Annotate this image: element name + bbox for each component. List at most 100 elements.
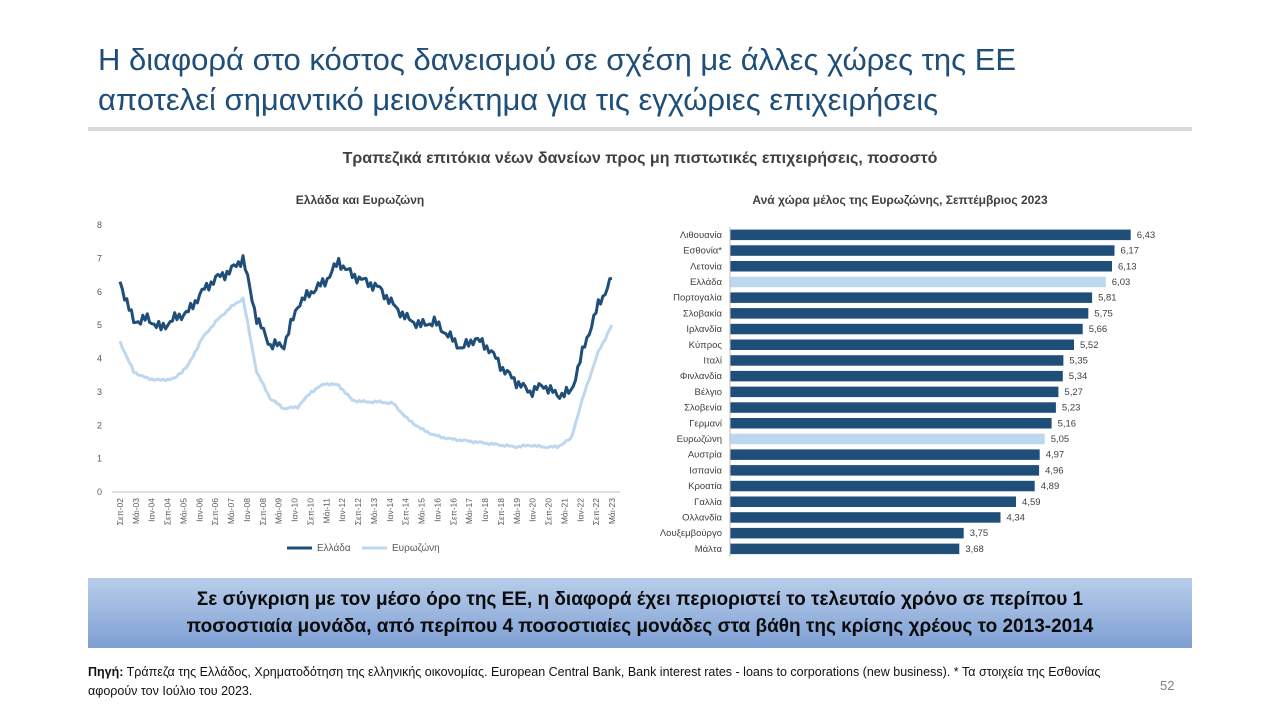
bar-category-label: Λετονία xyxy=(690,261,722,272)
bar-8 xyxy=(730,355,1064,366)
bar-category-label: Ιταλί xyxy=(703,355,722,366)
bar-10 xyxy=(730,386,1059,398)
line-chart-title: Ελλάδα και Ευρωζώνη xyxy=(295,193,425,207)
bar-value-label: 4,97 xyxy=(1046,450,1065,461)
x-tick-label: Μάι-15 xyxy=(417,498,427,524)
legend-label-greece: Ελλάδα xyxy=(317,542,351,554)
bar-category-label: Σλοβακία xyxy=(683,308,723,319)
bar-15 xyxy=(730,465,1040,476)
x-tick-label: Ιαν-20 xyxy=(528,498,538,522)
bar-5 xyxy=(730,308,1089,319)
bar-category-label: Ιρλανδία xyxy=(686,324,722,335)
x-tick-label: Μάι-07 xyxy=(226,498,236,524)
bar-category-label: Γερμανί xyxy=(689,418,723,429)
bar-category-label: Σλοβενία xyxy=(684,403,722,414)
x-tick-label: Σεπ-04 xyxy=(163,498,173,525)
bar-value-label: 5,66 xyxy=(1089,324,1108,335)
bar-category-label: Ελλάδα xyxy=(690,277,722,288)
x-tick-label: Σεπ-10 xyxy=(305,498,315,525)
bar-value-label: 6,03 xyxy=(1112,277,1131,288)
bar-value-label: 4,34 xyxy=(1006,512,1025,523)
bar-value-label: 5,34 xyxy=(1069,371,1088,382)
x-tick-label: Ιαν-16 xyxy=(432,498,442,522)
title-divider xyxy=(88,127,1192,131)
bar-12 xyxy=(730,418,1052,429)
x-tick-label: Σεπ-08 xyxy=(258,498,268,525)
x-tick-label: Ιαν-22 xyxy=(575,498,585,522)
x-tick-label: Μάι-09 xyxy=(274,498,284,524)
x-tick-label: Μάι-17 xyxy=(464,498,474,524)
bar-value-label: 6,43 xyxy=(1137,230,1156,241)
bar-category-label: Γαλλία xyxy=(694,497,722,508)
x-tick-label: Μάι-13 xyxy=(369,498,379,524)
x-tick-label: Μάι-03 xyxy=(131,498,141,524)
x-tick-label: Μάι-21 xyxy=(559,498,569,524)
x-tick-label: Σεπ-18 xyxy=(496,498,506,525)
bar-value-label: 5,16 xyxy=(1058,418,1077,429)
bar-17 xyxy=(730,496,1016,507)
bar-value-label: 5,52 xyxy=(1080,340,1099,351)
bar-chart: Λιθουανία 6,43 Εσθονία* 6,17 Λετονία 6,13 Ελλά… xyxy=(660,227,1156,557)
bar-value-label: 6,13 xyxy=(1118,261,1137,272)
x-tick-label: Σεπ-02 xyxy=(115,498,125,525)
bar-category-label: Ισπανία xyxy=(689,465,722,476)
y-tick-label: 8 xyxy=(97,220,102,230)
x-tick-label: Μάι-05 xyxy=(178,498,188,524)
bar-value-label: 5,75 xyxy=(1094,308,1113,319)
bar-14 xyxy=(730,449,1040,460)
bar-19 xyxy=(730,527,964,539)
bar-value-label: 5,81 xyxy=(1098,293,1117,304)
bar-value-label: 5,23 xyxy=(1062,403,1081,414)
bar-6 xyxy=(730,323,1083,335)
bar-value-label: 3,75 xyxy=(970,528,989,539)
bar-category-label: Πορτογαλία xyxy=(673,293,722,304)
slide-title-line-2: αποτελεί σημαντικό μειονέκτημα για τις ε… xyxy=(98,82,939,117)
bar-20 xyxy=(730,543,960,555)
x-tick-label: Μάι-11 xyxy=(321,498,331,524)
bar-value-label: 5,35 xyxy=(1069,355,1088,366)
y-tick-label: 5 xyxy=(97,320,102,330)
x-tick-label: Ιαν-12 xyxy=(337,498,347,522)
bar-category-label: Βέλγιο xyxy=(695,387,722,398)
bar-16 xyxy=(730,480,1035,492)
bar-0 xyxy=(730,229,1131,241)
bar-category-label: Αυστρία xyxy=(688,450,723,461)
bar-category-label: Μάλτα xyxy=(695,544,723,555)
y-tick-label: 6 xyxy=(97,287,102,297)
bar-value-label: 5,05 xyxy=(1051,434,1070,445)
page-number: 52 xyxy=(1160,678,1175,693)
bar-category-label: Φινλανδία xyxy=(680,371,723,382)
bar-category-label: Κροατία xyxy=(688,481,722,492)
banner-line-1: Σε σύγκριση με τον μέσο όρο της ΕΕ, η δι… xyxy=(196,589,1084,610)
source-note: Πηγή: Τράπεζα της Ελλάδος, Χρηματοδότηση… xyxy=(88,663,1148,701)
bar-9 xyxy=(730,370,1063,382)
bar-value-label: 4,59 xyxy=(1022,497,1041,508)
banner-line-2: ποσοστιαία μονάδα, από περίπου 4 ποσοστι… xyxy=(186,616,1094,637)
bar-category-label: Λιθουανία xyxy=(680,230,723,241)
x-tick-label: Σεπ-12 xyxy=(353,498,363,525)
x-tick-label: Ιαν-08 xyxy=(242,498,252,522)
source-label: Πηγή: xyxy=(88,665,124,679)
x-tick-label: Μάι-23 xyxy=(607,498,617,524)
bar-value-label: 3,68 xyxy=(965,544,984,555)
x-tick-label: Ιαν-14 xyxy=(385,498,395,522)
bar-value-label: 4,89 xyxy=(1041,481,1060,492)
bar-category-label: Ολλανδία xyxy=(682,512,722,523)
x-tick-label: Ιαν-06 xyxy=(194,498,204,522)
x-tick-label: Σεπ-14 xyxy=(401,498,411,525)
line-chart: 0 1 2 3 4 5 6 7 8 Σεπ-02 Μάι-03 Ιαν-04 Σεπ-04 Μάι-05 Ι… xyxy=(97,220,620,554)
bar-1 xyxy=(730,245,1115,256)
series-line-greece xyxy=(118,254,613,400)
y-tick-label: 1 xyxy=(97,454,102,464)
bar-value-label: 5,27 xyxy=(1064,387,1083,398)
x-tick-label: Ιαν-18 xyxy=(480,498,490,522)
x-tick-label: Σεπ-16 xyxy=(448,498,458,525)
x-tick-label: Σεπ-06 xyxy=(210,498,220,525)
bar-value-label: 4,96 xyxy=(1045,465,1064,476)
x-tick-label: Ιαν-04 xyxy=(147,498,157,522)
series-line-eurozone xyxy=(118,296,614,450)
bar-category-label: Λουξεμβούργο xyxy=(660,528,722,539)
y-tick-label: 4 xyxy=(97,354,102,364)
bar-2 xyxy=(730,261,1112,272)
y-tick-label: 7 xyxy=(97,253,102,263)
